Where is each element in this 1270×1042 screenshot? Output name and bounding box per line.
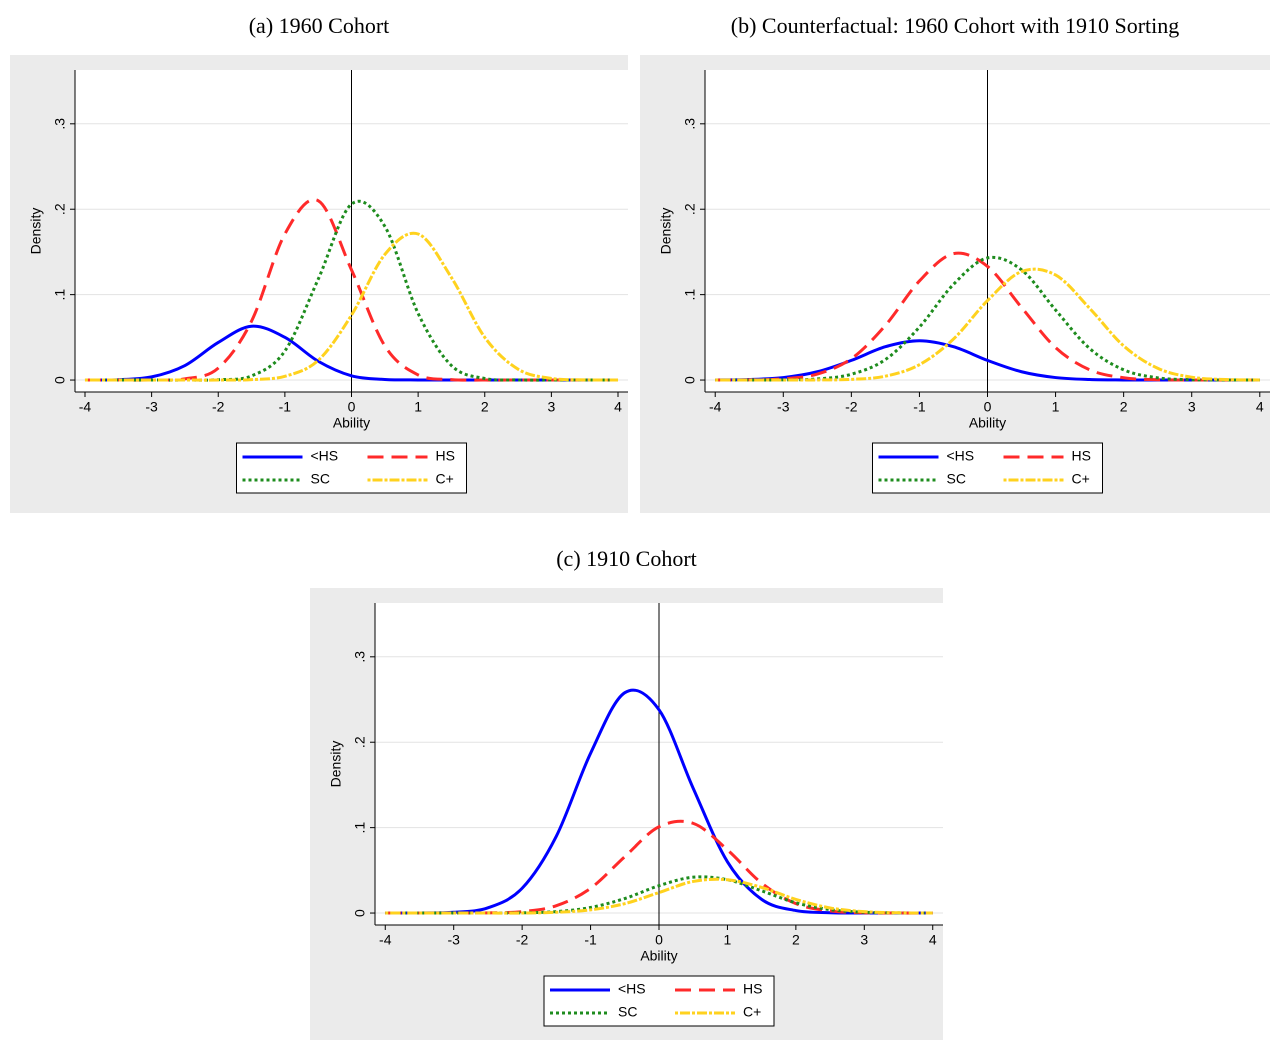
x-axis-label: Ability — [640, 948, 677, 964]
legend — [872, 442, 1103, 494]
y-tick-label: .2 — [52, 203, 68, 215]
chart-title: (a) 1960 Cohort — [249, 13, 390, 38]
x-axis-label: Ability — [969, 415, 1006, 431]
x-tick-label: -2 — [212, 399, 225, 415]
x-tick-label: -2 — [845, 399, 858, 415]
legend-label: C+ — [436, 471, 454, 487]
y-tick-label: 0 — [682, 376, 698, 384]
density-line — [84, 198, 619, 382]
legend-label: HS — [1072, 448, 1091, 464]
x-tick-label: -3 — [145, 399, 158, 415]
density-line — [715, 339, 1260, 382]
x-tick-label: 2 — [1120, 399, 1128, 415]
x-tick-label: -4 — [379, 932, 392, 948]
x-tick-label: 1 — [724, 932, 732, 948]
x-tick-label: -3 — [777, 399, 790, 415]
chart-title: (b) Counterfactual: 1960 Cohort with 191… — [731, 13, 1180, 38]
x-tick-label: -4 — [79, 399, 92, 415]
x-tick-label: 0 — [655, 932, 663, 948]
density-line — [84, 231, 619, 382]
legend — [236, 442, 467, 494]
x-tick-label: 2 — [481, 399, 489, 415]
density-line — [715, 251, 1260, 382]
x-tick-label: -1 — [584, 932, 597, 948]
x-tick-label: -1 — [279, 399, 292, 415]
legend-label: C+ — [1072, 471, 1090, 487]
x-tick-label: -2 — [516, 932, 529, 948]
legend-label: <HS — [618, 981, 646, 997]
legend-label: C+ — [743, 1004, 761, 1020]
legend-label: HS — [743, 981, 762, 997]
x-tick-label: 2 — [792, 932, 800, 948]
x-tick-label: 4 — [614, 399, 622, 415]
density-line — [385, 877, 933, 915]
y-tick-label: .3 — [352, 651, 368, 663]
x-tick-label: -1 — [913, 399, 926, 415]
x-tick-label: 4 — [1256, 399, 1264, 415]
y-tick-label: .2 — [682, 203, 698, 215]
y-axis-label: Density — [328, 741, 344, 788]
x-tick-label: -4 — [709, 399, 722, 415]
chart-title: (c) 1910 Cohort — [556, 546, 697, 571]
density-line — [715, 267, 1260, 382]
x-tick-label: 3 — [860, 932, 868, 948]
x-tick-label: 0 — [348, 399, 356, 415]
legend-label: SC — [618, 1004, 637, 1020]
x-tick-label: 0 — [984, 399, 992, 415]
y-tick-label: .1 — [52, 289, 68, 301]
y-axis-label: Density — [658, 208, 674, 255]
x-axis-label: Ability — [333, 415, 370, 431]
legend-label: HS — [436, 448, 455, 464]
legend-label: SC — [311, 471, 330, 487]
legend-label: <HS — [947, 448, 975, 464]
y-tick-label: 0 — [352, 909, 368, 917]
y-tick-label: .2 — [352, 736, 368, 748]
legend — [543, 975, 775, 1027]
x-tick-label: 1 — [1052, 399, 1060, 415]
y-axis-label: Density — [28, 208, 44, 255]
y-tick-label: .1 — [682, 289, 698, 301]
x-tick-label: -3 — [447, 932, 460, 948]
y-tick-label: .3 — [52, 118, 68, 130]
y-tick-label: .1 — [352, 822, 368, 834]
legend-label: <HS — [311, 448, 339, 464]
x-tick-label: 3 — [1188, 399, 1196, 415]
legend-label: SC — [947, 471, 966, 487]
y-tick-label: 0 — [52, 376, 68, 384]
x-tick-label: 3 — [547, 399, 555, 415]
x-tick-label: 1 — [414, 399, 422, 415]
y-tick-label: .3 — [682, 118, 698, 130]
x-tick-label: 4 — [929, 932, 937, 948]
